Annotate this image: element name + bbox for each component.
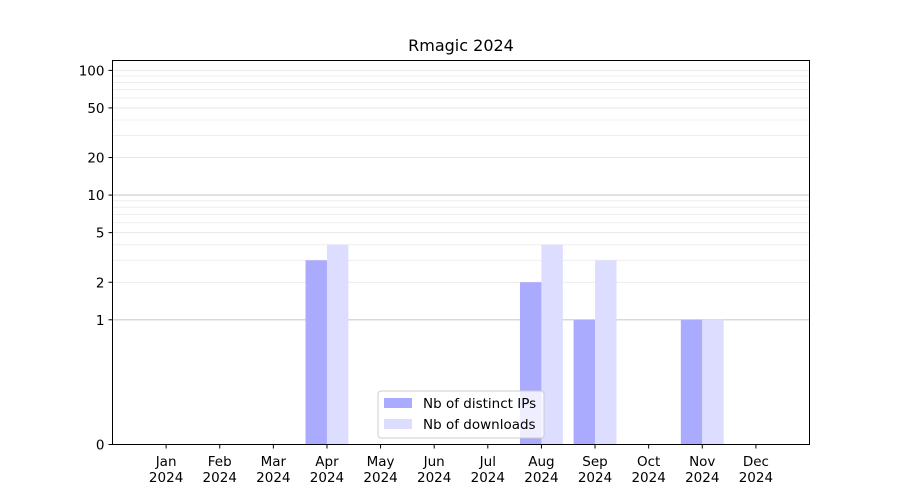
bar-distinct-ips [305, 260, 327, 445]
legend-box [377, 390, 545, 439]
x-tick-label: Apr 2024 [310, 454, 344, 486]
x-tick-label: Jul 2024 [471, 454, 505, 486]
x-tick-label: Aug 2024 [524, 454, 558, 486]
legend-label-distinct-ips: Nb of distinct IPs [423, 396, 536, 412]
y-tick-label: 50 [87, 101, 104, 117]
legend-label-downloads: Nb of downloads [423, 417, 536, 433]
y-tick-label: 100 [79, 63, 105, 79]
y-tick-label: 10 [87, 188, 104, 204]
x-tick-label: Nov 2024 [685, 454, 719, 486]
bar-downloads [326, 244, 349, 445]
x-tick-label: Feb 2024 [203, 454, 237, 486]
y-tick-label: 5 [96, 226, 105, 242]
bar-downloads [702, 319, 724, 445]
y-tick-label: 20 [87, 151, 104, 167]
x-tick-label: May 2024 [363, 454, 397, 486]
y-tick-label: 0 [96, 438, 105, 454]
y-axis: 0 1 2 5 10 20 50 100 [79, 63, 113, 454]
bar-downloads [541, 244, 563, 445]
x-tick-label: Oct 2024 [631, 454, 665, 486]
bar-distinct-ips [573, 319, 596, 445]
grid-lines [112, 69, 810, 321]
y-tick-label: 2 [96, 275, 105, 291]
legend-swatch-downloads [384, 419, 412, 429]
plot-frame [112, 60, 810, 445]
y-tick-label: 1 [96, 313, 105, 329]
legend: Nb of distinct IPs Nb of downloads [377, 390, 545, 439]
chart-title: Rmagic 2024 [408, 36, 514, 55]
legend-swatch-distinct-ips [384, 398, 412, 408]
x-tick-label: Sep 2024 [578, 454, 612, 486]
x-tick-label: Dec 2024 [739, 454, 773, 486]
x-tick-label: Mar 2024 [256, 454, 290, 486]
bar-distinct-ips [680, 319, 703, 445]
x-axis: Jan 2024 Feb 2024 Mar 2024 Apr 2024 May 2024 Jun 20… [149, 444, 773, 486]
x-tick-label: Jun 2024 [417, 454, 451, 486]
x-tick-label: Jan 2024 [149, 454, 183, 486]
bar-downloads [595, 260, 617, 445]
